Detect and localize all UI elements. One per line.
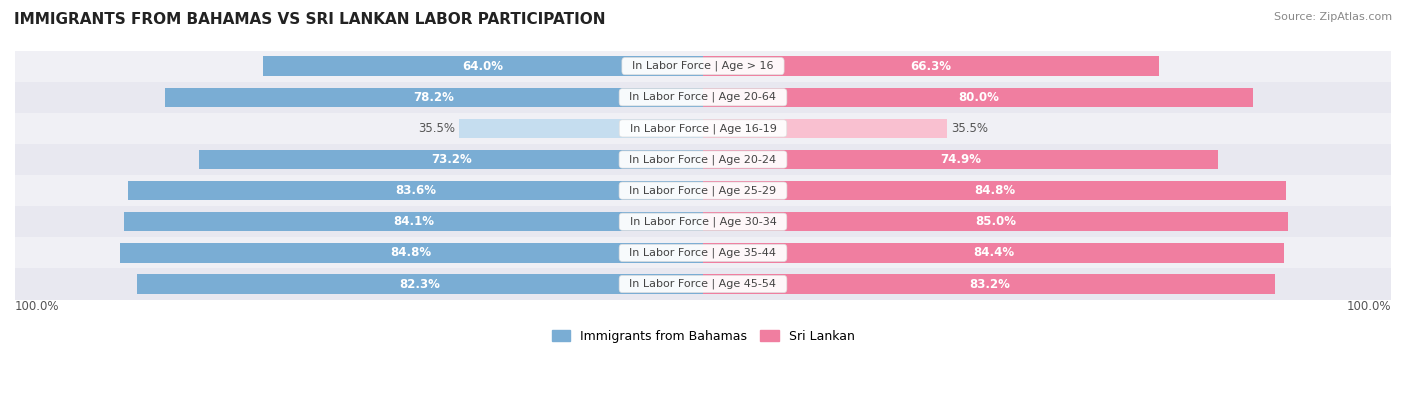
Text: In Labor Force | Age 30-34: In Labor Force | Age 30-34: [623, 216, 783, 227]
Bar: [124, 212, 703, 231]
Text: In Labor Force | Age 25-29: In Labor Force | Age 25-29: [623, 185, 783, 196]
Bar: [136, 275, 703, 293]
Bar: [15, 269, 1391, 299]
Text: 64.0%: 64.0%: [463, 60, 503, 73]
Text: 83.2%: 83.2%: [969, 278, 1010, 290]
Bar: [703, 275, 1275, 293]
Text: 84.8%: 84.8%: [974, 184, 1015, 197]
Text: 100.0%: 100.0%: [15, 299, 59, 312]
Text: 80.0%: 80.0%: [957, 91, 998, 104]
Bar: [703, 212, 1288, 231]
Text: 84.1%: 84.1%: [394, 215, 434, 228]
Text: 84.4%: 84.4%: [973, 246, 1014, 260]
Text: 66.3%: 66.3%: [911, 60, 952, 73]
Bar: [120, 243, 703, 263]
Bar: [263, 56, 703, 76]
Text: Source: ZipAtlas.com: Source: ZipAtlas.com: [1274, 12, 1392, 22]
Text: In Labor Force | Age 35-44: In Labor Force | Age 35-44: [623, 248, 783, 258]
Bar: [15, 237, 1391, 269]
Text: IMMIGRANTS FROM BAHAMAS VS SRI LANKAN LABOR PARTICIPATION: IMMIGRANTS FROM BAHAMAS VS SRI LANKAN LA…: [14, 12, 606, 27]
Bar: [15, 113, 1391, 144]
Bar: [703, 181, 1286, 200]
Text: 100.0%: 100.0%: [1347, 299, 1391, 312]
Text: 85.0%: 85.0%: [974, 215, 1017, 228]
Text: In Labor Force | Age 16-19: In Labor Force | Age 16-19: [623, 123, 783, 134]
Text: In Labor Force | Age 20-64: In Labor Force | Age 20-64: [623, 92, 783, 102]
Bar: [15, 175, 1391, 206]
Text: 73.2%: 73.2%: [430, 153, 471, 166]
Text: In Labor Force | Age 45-54: In Labor Force | Age 45-54: [623, 279, 783, 289]
Bar: [15, 82, 1391, 113]
Bar: [165, 88, 703, 107]
Bar: [458, 119, 703, 138]
Text: 82.3%: 82.3%: [399, 278, 440, 290]
Bar: [703, 150, 1219, 169]
Bar: [128, 181, 703, 200]
Bar: [15, 51, 1391, 82]
Text: 78.2%: 78.2%: [413, 91, 454, 104]
Text: In Labor Force | Age > 16: In Labor Force | Age > 16: [626, 61, 780, 71]
Text: In Labor Force | Age 20-24: In Labor Force | Age 20-24: [623, 154, 783, 165]
Text: 74.9%: 74.9%: [941, 153, 981, 166]
Bar: [703, 243, 1284, 263]
Text: 84.8%: 84.8%: [391, 246, 432, 260]
Bar: [200, 150, 703, 169]
Bar: [15, 144, 1391, 175]
Legend: Immigrants from Bahamas, Sri Lankan: Immigrants from Bahamas, Sri Lankan: [547, 325, 859, 348]
Text: 35.5%: 35.5%: [950, 122, 987, 135]
Bar: [703, 88, 1253, 107]
Bar: [15, 206, 1391, 237]
Bar: [703, 119, 948, 138]
Text: 35.5%: 35.5%: [419, 122, 456, 135]
Text: 83.6%: 83.6%: [395, 184, 436, 197]
Bar: [703, 56, 1159, 76]
